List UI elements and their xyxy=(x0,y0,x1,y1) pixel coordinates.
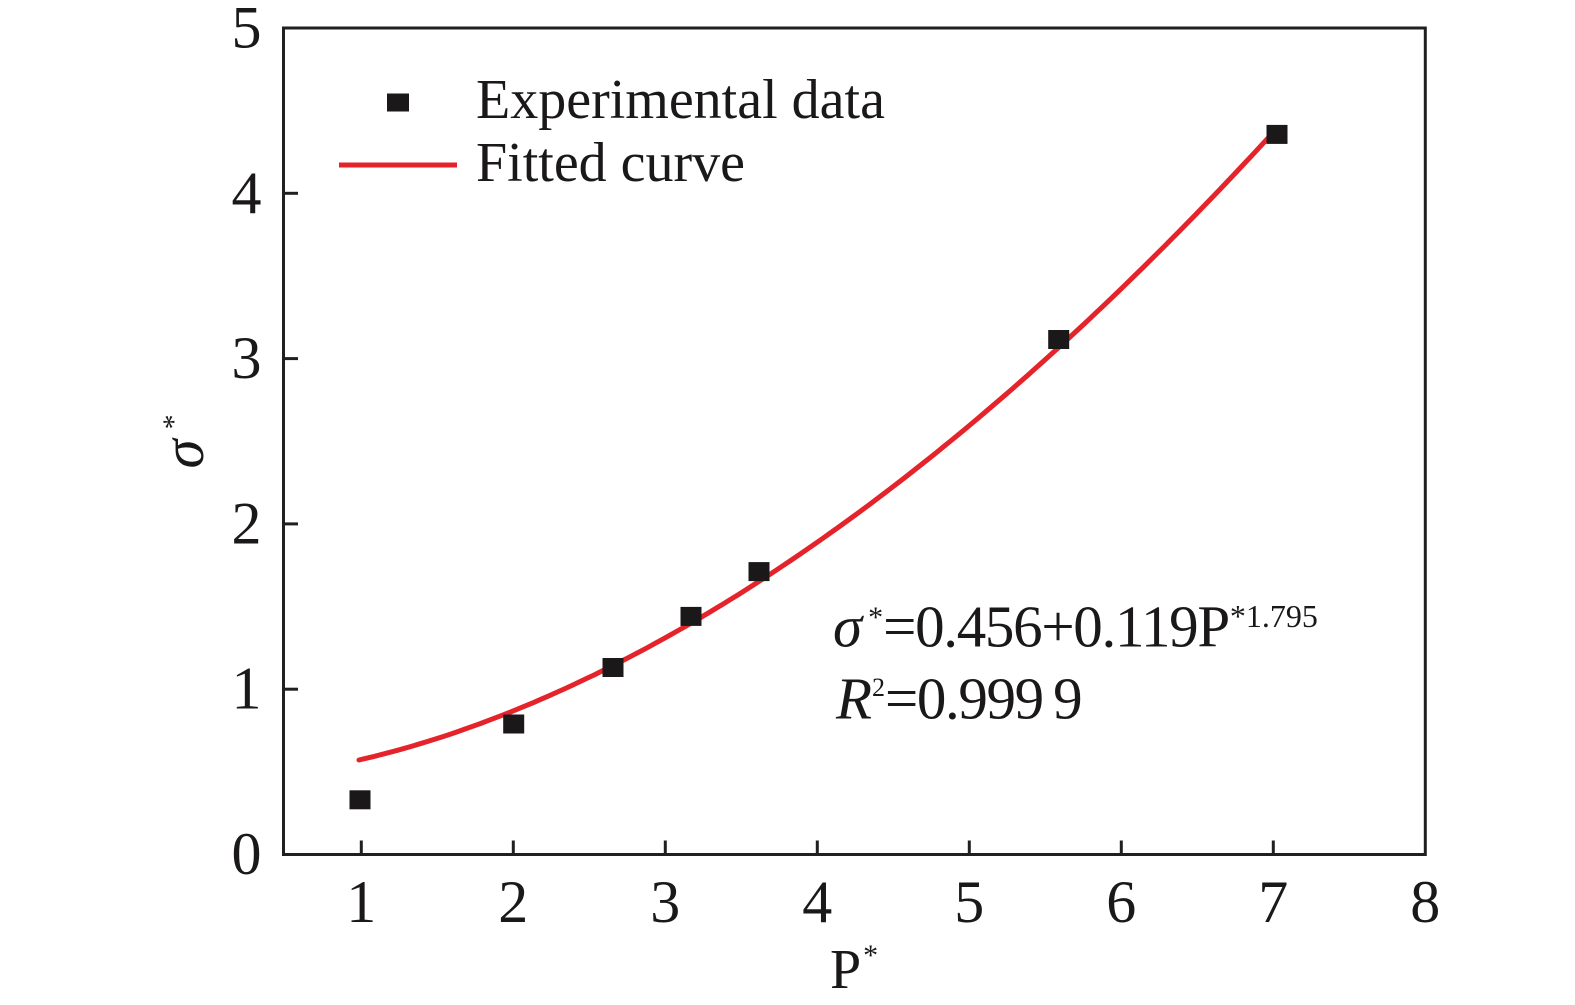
svg-text:5: 5 xyxy=(954,869,984,935)
svg-text:3: 3 xyxy=(650,869,680,935)
svg-text:2: 2 xyxy=(498,869,528,935)
svg-text:5: 5 xyxy=(232,0,262,61)
svg-text:4: 4 xyxy=(802,869,832,935)
svg-text:4: 4 xyxy=(232,160,262,226)
svg-text:R2=0.999 9: R2=0.999 9 xyxy=(835,666,1081,732)
svg-text:σ*: σ* xyxy=(150,414,216,468)
svg-text:Fitted curve: Fitted curve xyxy=(476,132,745,194)
svg-text:σ*=0.456+0.119P*1.795: σ *=0.456+0.119P*1.795 xyxy=(833,594,1318,660)
svg-text:Experimental data: Experimental data xyxy=(476,69,885,131)
svg-text:3: 3 xyxy=(232,325,262,391)
svg-text:6: 6 xyxy=(1106,869,1136,935)
svg-text:1: 1 xyxy=(346,869,376,935)
svg-text:7: 7 xyxy=(1258,869,1288,935)
svg-text:0: 0 xyxy=(232,821,262,887)
svg-text:2: 2 xyxy=(232,490,262,556)
svg-text:1: 1 xyxy=(232,656,262,722)
svg-text:8: 8 xyxy=(1410,869,1440,935)
